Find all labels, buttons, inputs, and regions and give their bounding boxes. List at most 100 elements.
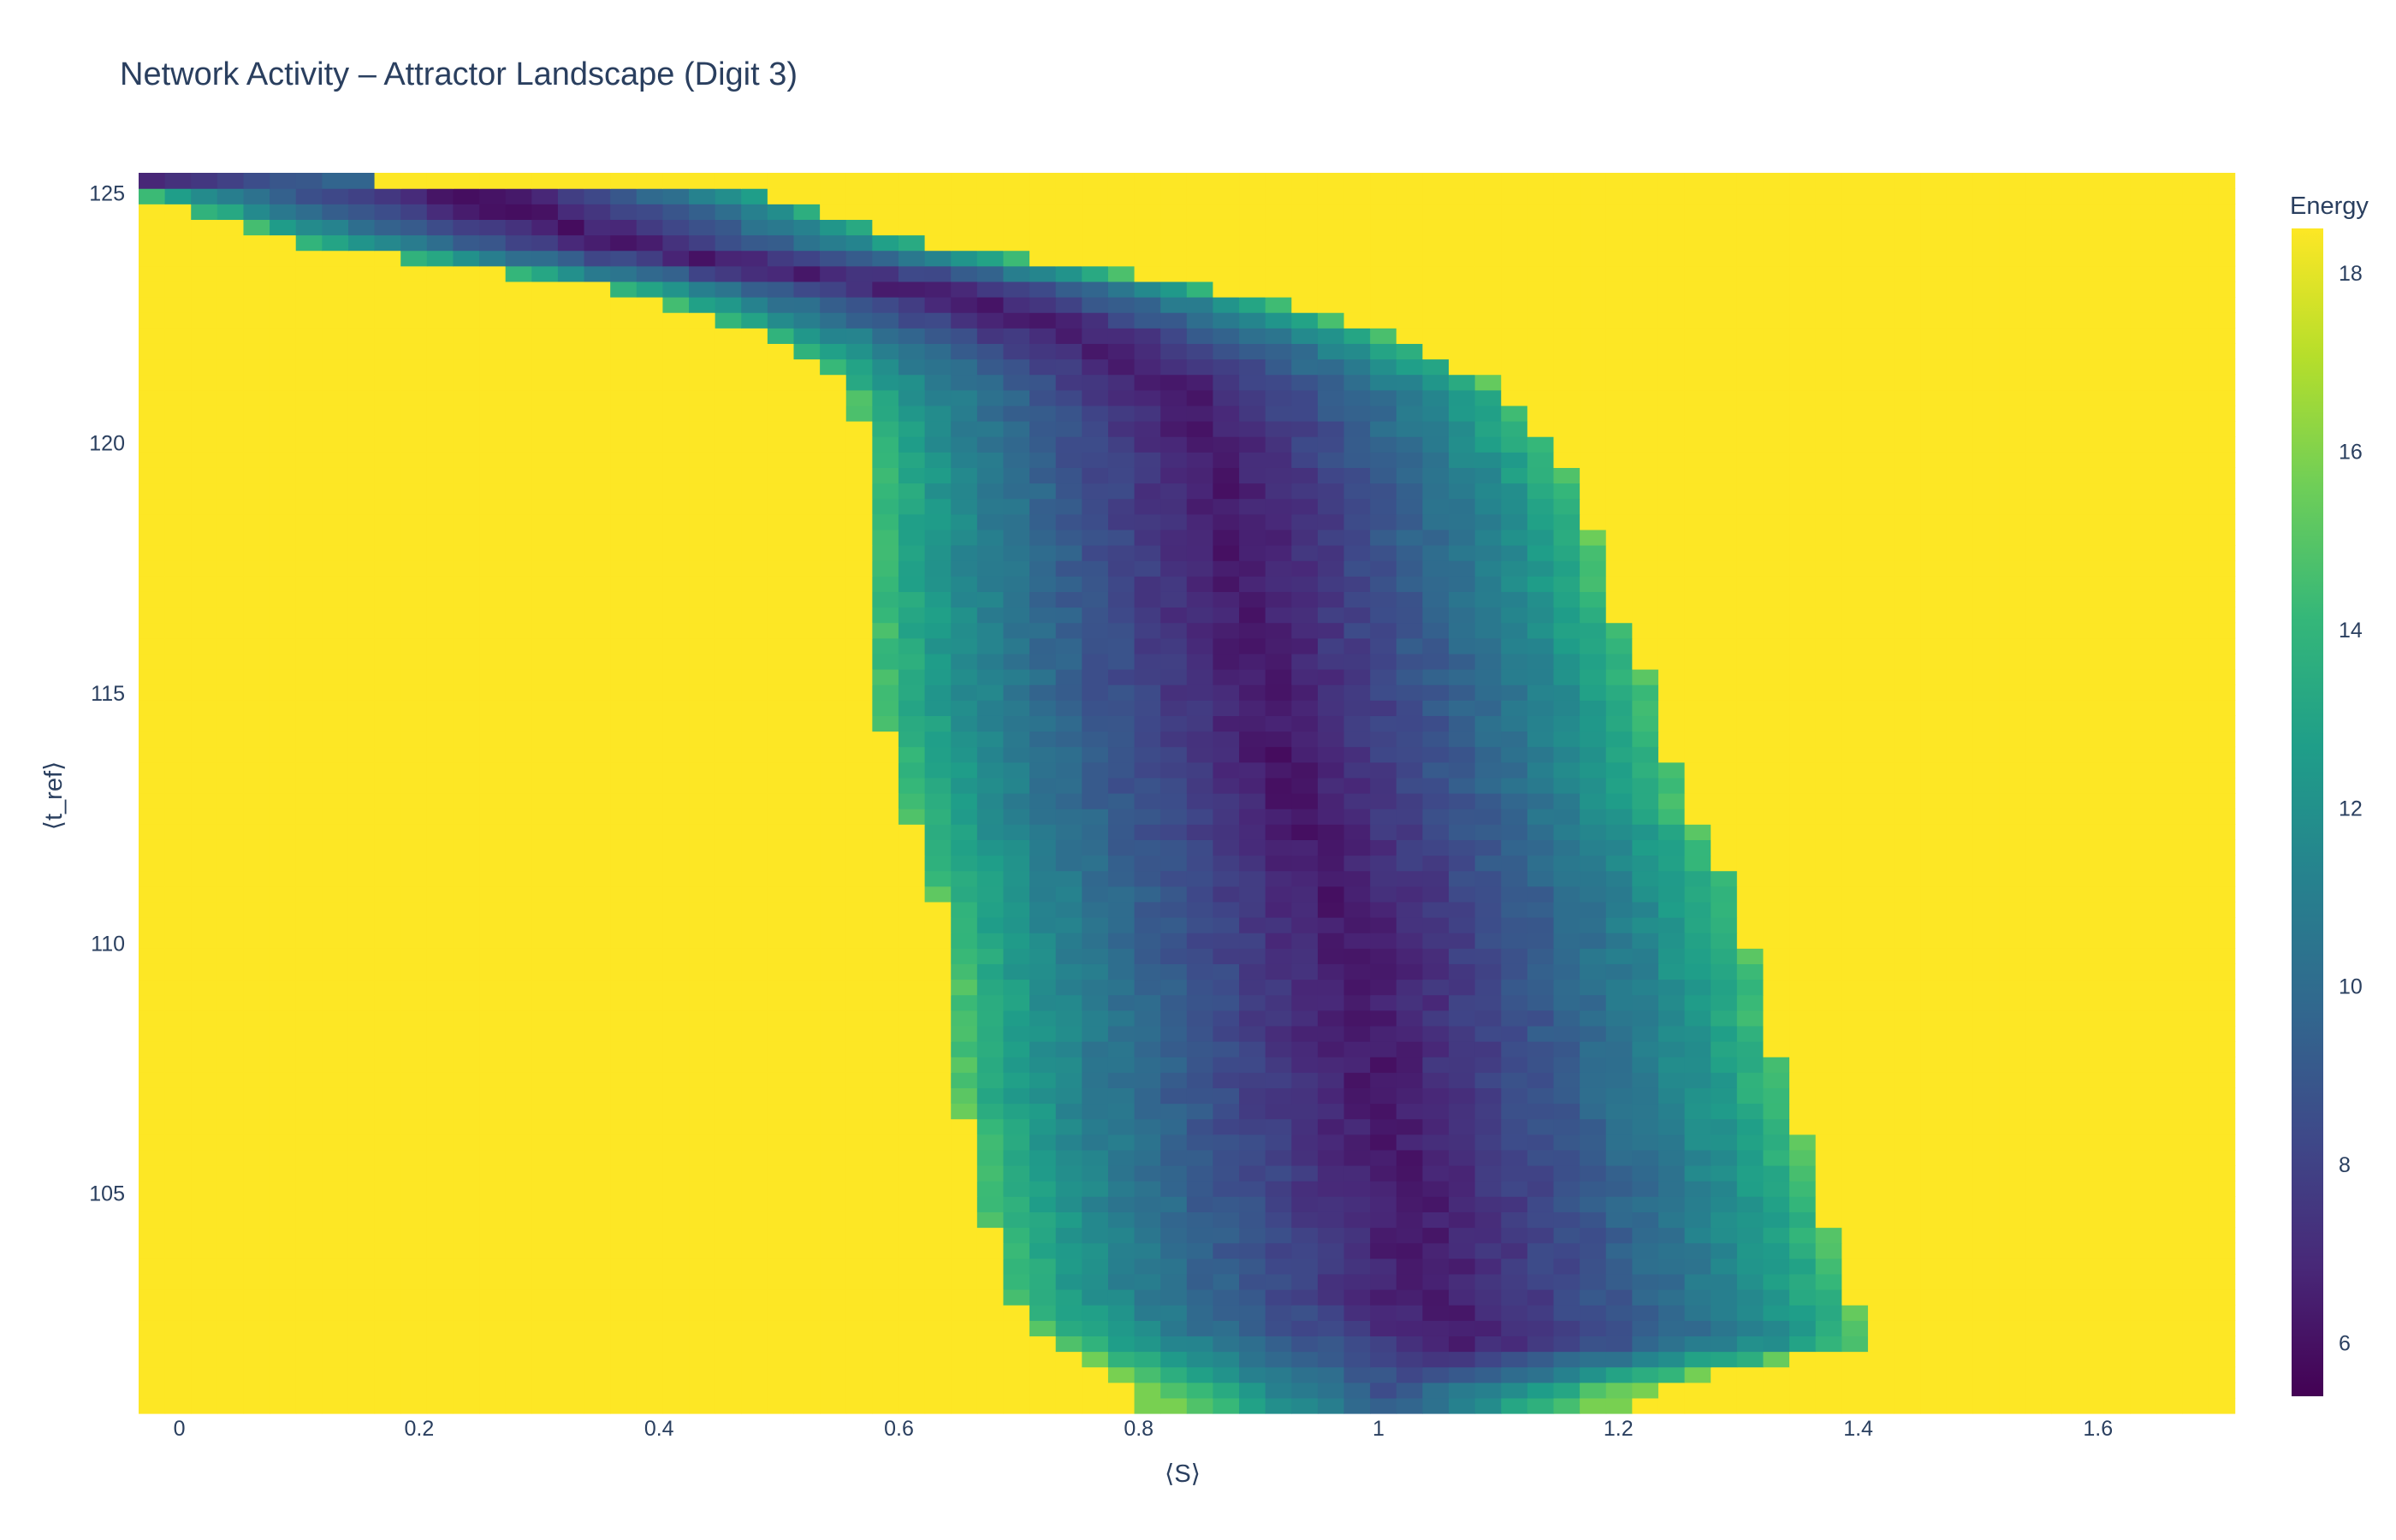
heatmap-cell[interactable] — [2077, 1351, 2105, 1368]
heatmap-cell[interactable] — [1763, 793, 1790, 809]
heatmap-cell[interactable] — [1894, 963, 1921, 980]
heatmap-cell[interactable] — [2025, 1351, 2052, 1368]
heatmap-cell[interactable] — [1605, 761, 1633, 779]
heatmap-cell[interactable] — [1999, 808, 2026, 825]
heatmap-cell[interactable] — [1134, 715, 1161, 732]
heatmap-cell[interactable] — [1553, 901, 1581, 918]
heatmap-cell[interactable] — [1449, 994, 1476, 1011]
heatmap-cell[interactable] — [139, 777, 166, 794]
heatmap-cell[interactable] — [164, 653, 192, 670]
heatmap-cell[interactable] — [1711, 1134, 1738, 1151]
heatmap-cell[interactable] — [243, 1273, 270, 1290]
heatmap-cell[interactable] — [2051, 886, 2079, 903]
heatmap-cell[interactable] — [689, 1351, 716, 1368]
heatmap-cell[interactable] — [689, 994, 716, 1011]
heatmap-cell[interactable] — [295, 979, 323, 996]
heatmap-cell[interactable] — [1605, 917, 1633, 933]
heatmap-cell[interactable] — [1972, 746, 2000, 763]
heatmap-cell[interactable] — [2182, 1258, 2209, 1275]
heatmap-cell[interactable] — [453, 1227, 480, 1244]
heatmap-cell[interactable] — [139, 1196, 166, 1212]
heatmap-cell[interactable] — [479, 684, 507, 701]
heatmap-cell[interactable] — [270, 483, 297, 500]
heatmap-cell[interactable] — [924, 839, 952, 856]
heatmap-cell[interactable] — [2077, 684, 2105, 701]
heatmap-cell[interactable] — [1474, 684, 1502, 701]
heatmap-cell[interactable] — [924, 1149, 952, 1166]
heatmap-cell[interactable] — [426, 622, 454, 639]
heatmap-cell[interactable] — [1684, 886, 1711, 903]
heatmap-cell[interactable] — [1684, 963, 1711, 980]
heatmap-cell[interactable] — [2025, 793, 2052, 809]
heatmap-cell[interactable] — [1553, 1134, 1581, 1151]
heatmap-cell[interactable] — [1605, 1211, 1633, 1229]
heatmap-cell[interactable] — [322, 808, 349, 825]
heatmap-cell[interactable] — [1422, 886, 1450, 903]
heatmap-cell[interactable] — [1343, 637, 1371, 654]
heatmap-cell[interactable] — [584, 436, 611, 453]
heatmap-cell[interactable] — [767, 1057, 795, 1073]
heatmap-cell[interactable] — [295, 1087, 323, 1105]
heatmap-cell[interactable] — [1186, 1181, 1214, 1197]
heatmap-cell[interactable] — [715, 1134, 742, 1151]
heatmap-cell[interactable] — [1711, 1103, 1738, 1120]
heatmap-cell[interactable] — [1003, 948, 1030, 964]
heatmap-cell[interactable] — [1841, 529, 1869, 546]
heatmap-cell[interactable] — [400, 1366, 428, 1383]
heatmap-cell[interactable] — [1736, 1336, 1764, 1353]
heatmap-cell[interactable] — [1867, 591, 1895, 608]
heatmap-cell[interactable] — [1920, 467, 1948, 484]
heatmap-cell[interactable] — [243, 1289, 270, 1306]
heatmap-cell[interactable] — [1789, 498, 1817, 515]
heatmap-cell[interactable] — [1055, 731, 1082, 748]
heatmap-cell[interactable] — [1553, 1165, 1581, 1182]
heatmap-cell[interactable] — [2025, 700, 2052, 716]
heatmap-cell[interactable] — [2156, 1320, 2183, 1336]
heatmap-cell[interactable] — [1763, 483, 1790, 500]
heatmap-cell[interactable] — [1449, 963, 1476, 980]
heatmap-cell[interactable] — [1265, 1289, 1292, 1306]
heatmap-cell[interactable] — [1789, 1087, 1817, 1105]
heatmap-cell[interactable] — [270, 576, 297, 592]
heatmap-cell[interactable] — [1003, 1087, 1030, 1105]
heatmap-cell[interactable] — [557, 653, 585, 670]
heatmap-cell[interactable] — [1763, 979, 1790, 996]
heatmap-cell[interactable] — [1239, 1273, 1266, 1290]
heatmap-cell[interactable] — [2156, 513, 2183, 530]
heatmap-cell[interactable] — [1291, 498, 1319, 515]
heatmap-cell[interactable] — [1449, 839, 1476, 856]
heatmap-cell[interactable] — [1684, 1366, 1711, 1383]
heatmap-cell[interactable] — [505, 761, 532, 779]
heatmap-cell[interactable] — [793, 824, 821, 840]
heatmap-cell[interactable] — [1920, 901, 1948, 918]
heatmap-cell[interactable] — [1605, 513, 1633, 530]
heatmap-cell[interactable] — [898, 731, 926, 748]
heatmap-cell[interactable] — [1265, 886, 1292, 903]
heatmap-cell[interactable] — [1789, 1366, 1817, 1383]
heatmap-cell[interactable] — [1684, 1057, 1711, 1073]
heatmap-cell[interactable] — [453, 1289, 480, 1306]
heatmap-cell[interactable] — [976, 933, 1005, 949]
heatmap-cell[interactable] — [1841, 700, 1869, 716]
heatmap-cell[interactable] — [1684, 1273, 1711, 1290]
heatmap-cell[interactable] — [1632, 1149, 1659, 1166]
heatmap-cell[interactable] — [1239, 933, 1266, 949]
heatmap-cell[interactable] — [1396, 808, 1423, 825]
heatmap-cell[interactable] — [347, 994, 376, 1011]
heatmap-cell[interactable] — [1082, 1397, 1109, 1414]
heatmap-cell[interactable] — [1658, 1289, 1686, 1306]
heatmap-cell[interactable] — [1396, 1366, 1423, 1383]
heatmap-cell[interactable] — [1553, 607, 1581, 624]
heatmap-cell[interactable] — [1605, 839, 1633, 856]
heatmap-cell[interactable] — [1186, 1227, 1214, 1244]
heatmap-cell[interactable] — [322, 483, 349, 500]
heatmap-cell[interactable] — [741, 700, 768, 716]
heatmap-cell[interactable] — [531, 1382, 559, 1399]
heatmap-cell[interactable] — [1186, 529, 1214, 546]
heatmap-cell[interactable] — [1501, 576, 1528, 592]
heatmap-cell[interactable] — [2103, 1165, 2131, 1182]
heatmap-cell[interactable] — [820, 1211, 847, 1229]
heatmap-cell[interactable] — [557, 1196, 585, 1212]
heatmap-cell[interactable] — [1867, 1382, 1895, 1399]
heatmap-cell[interactable] — [1474, 1273, 1502, 1290]
